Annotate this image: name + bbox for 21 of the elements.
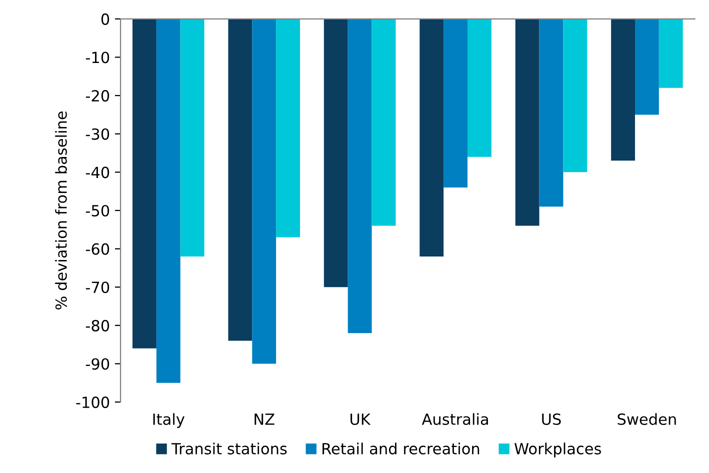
- y-tick-label: -80: [86, 320, 110, 332]
- legend-label: Transit stations: [171, 442, 287, 454]
- y-tick-label: -60: [86, 243, 110, 255]
- y-tick-label: -50: [86, 204, 110, 217]
- legend-label: Workplaces: [514, 442, 601, 458]
- y-tick-label: -10: [86, 52, 110, 64]
- y-tick-label: -40: [86, 166, 110, 178]
- x-tick-label: Sweden: [618, 413, 676, 425]
- y-tick-label: -100: [76, 396, 110, 408]
- y-tick-label: -30: [86, 128, 110, 140]
- x-tick-label: Australia: [422, 413, 488, 425]
- x-tick-label: Italy: [153, 413, 185, 428]
- y-tick-label: -70: [86, 282, 110, 294]
- x-tick-label: NZ: [254, 414, 274, 425]
- y-tick-label: -90: [86, 358, 110, 370]
- y-tick-label: -20: [86, 90, 110, 102]
- x-tick-label: UK: [350, 414, 371, 425]
- y-axis-title: % deviation from baseline: [55, 111, 67, 310]
- legend-label: Retail and recreation: [322, 442, 480, 454]
- y-tick-label: 0: [101, 13, 110, 25]
- x-tick-label: US: [542, 413, 561, 425]
